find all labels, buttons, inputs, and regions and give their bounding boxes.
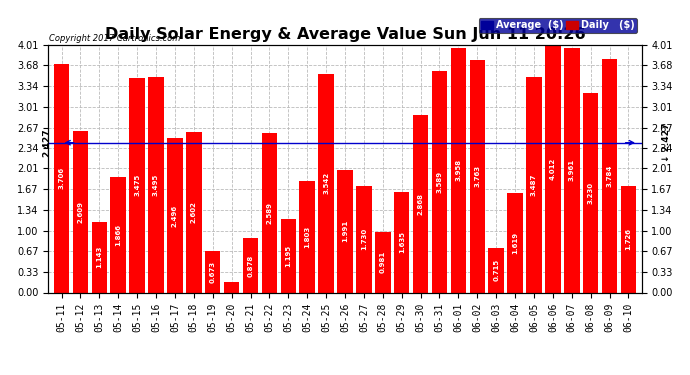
Text: 2.427: 2.427 [42,128,51,157]
Text: 1.991: 1.991 [342,220,348,242]
Bar [167,138,183,292]
Text: 0.715: 0.715 [493,260,499,282]
Bar [413,116,428,292]
Text: ↓ 2.427: ↓ 2.427 [662,123,671,162]
Bar [394,192,409,292]
Bar [186,132,201,292]
Text: 2.496: 2.496 [172,204,178,226]
Bar [356,186,372,292]
Bar [92,222,107,292]
Text: 0.981: 0.981 [380,251,386,273]
Text: 1.195: 1.195 [285,244,291,267]
Text: 1.726: 1.726 [625,228,631,250]
Bar [148,77,164,292]
Text: 2.589: 2.589 [266,202,273,223]
Text: 3.495: 3.495 [153,174,159,196]
Text: 3.958: 3.958 [455,159,462,182]
Bar [243,238,258,292]
Bar [507,193,523,292]
Bar [375,232,391,292]
Bar [72,132,88,292]
Bar [526,77,542,292]
Bar [110,177,126,292]
Bar [432,71,447,292]
Bar [224,282,239,292]
Bar [583,93,598,292]
Text: 0.673: 0.673 [210,261,216,283]
Text: 3.706: 3.706 [59,167,65,189]
Text: 2.602: 2.602 [191,201,197,223]
Text: 1.803: 1.803 [304,226,310,248]
Text: Copyright 2017 Cartronics.com: Copyright 2017 Cartronics.com [49,33,180,42]
Bar [545,45,561,292]
Bar [205,251,221,292]
Legend: Average  ($), Daily   ($): Average ($), Daily ($) [479,18,637,33]
Text: 3.961: 3.961 [569,159,575,182]
Text: 4.012: 4.012 [550,158,556,180]
Bar [564,48,580,292]
Bar [337,170,353,292]
Text: 1.866: 1.866 [115,224,121,246]
Text: 3.487: 3.487 [531,174,537,196]
Title: Daily Solar Energy & Average Value Sun Jun 11 20:26: Daily Solar Energy & Average Value Sun J… [105,27,585,42]
Bar [54,64,69,292]
Bar [489,248,504,292]
Text: 3.784: 3.784 [607,165,613,187]
Text: 3.475: 3.475 [134,174,140,196]
Bar [318,74,334,292]
Text: 1.619: 1.619 [512,231,518,254]
Text: 2.868: 2.868 [417,193,424,215]
Text: 3.542: 3.542 [323,172,329,194]
Bar [469,60,485,292]
Text: 0.878: 0.878 [248,254,253,276]
Bar [621,186,636,292]
Bar [262,133,277,292]
Bar [602,59,618,292]
Text: 1.143: 1.143 [97,246,102,268]
Bar [281,219,296,292]
Text: 2.609: 2.609 [77,201,83,223]
Bar [129,78,145,292]
Text: 1.635: 1.635 [399,231,405,253]
Text: 3.230: 3.230 [588,182,593,204]
Bar [451,48,466,292]
Text: 3.763: 3.763 [474,165,480,188]
Text: 3.589: 3.589 [437,171,442,193]
Text: 1.730: 1.730 [361,228,367,250]
Bar [299,181,315,292]
